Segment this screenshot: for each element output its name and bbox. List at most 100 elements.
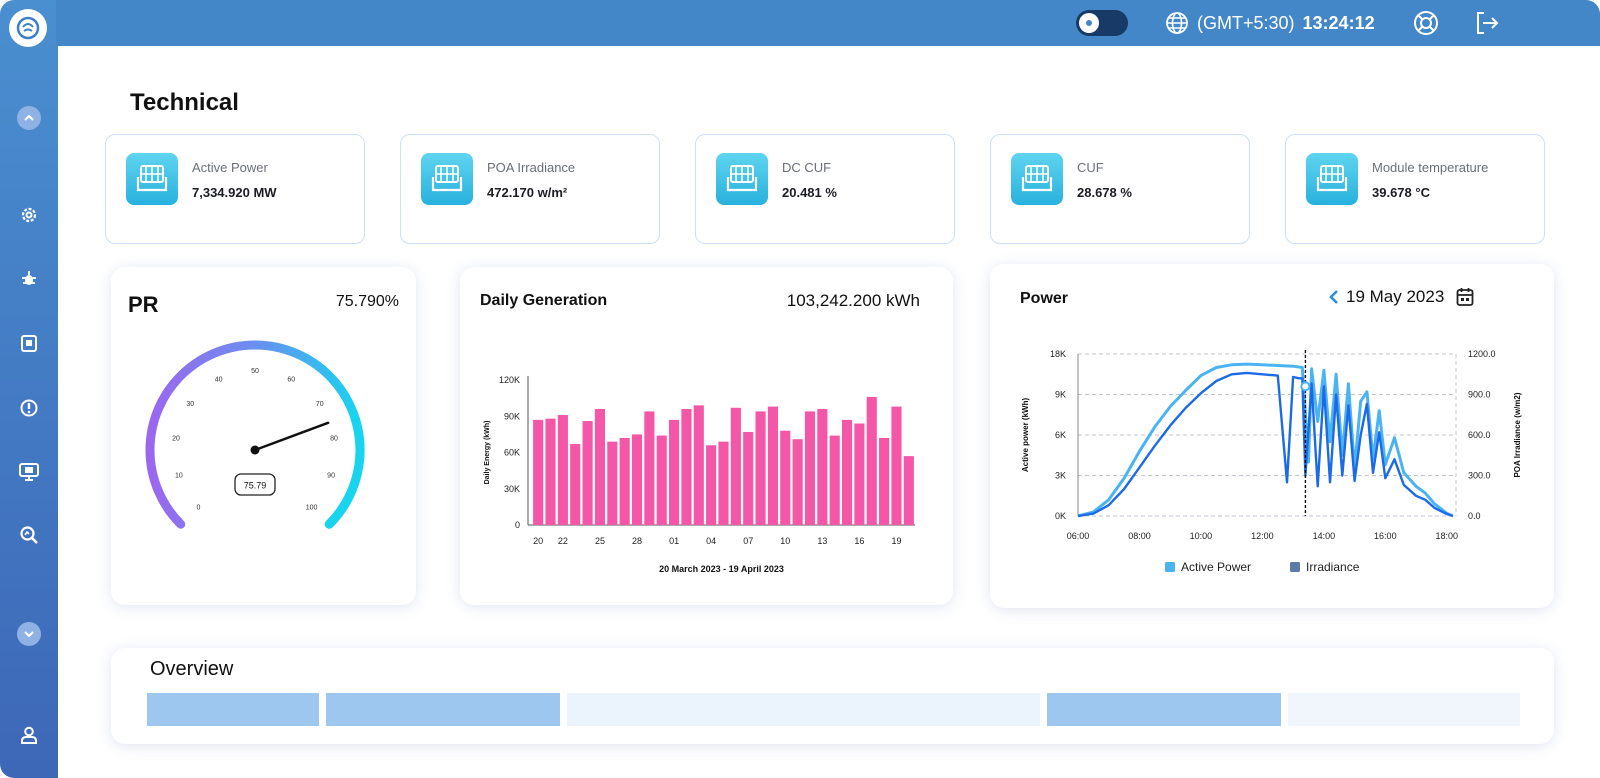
bar-17 [879,438,890,525]
x-tick-label: 22 [558,536,568,546]
y-tick-label: 0K [1055,511,1066,521]
y2-tick-label: 900.0 [1468,390,1491,400]
gauge-hub [250,445,260,455]
clipboard-icon[interactable] [16,330,42,356]
gauge-tick-label: 60 [287,377,295,384]
gauge-tick-label: 100 [306,505,318,512]
clock-time: 13:24:12 [1302,12,1375,33]
power-title: Power [1020,290,1069,307]
kpi-card-poa-irradiance[interactable]: POA Irradiance 472.170 w/m² [400,134,660,244]
legend-label: Active Power [1181,560,1251,574]
bar-12 [817,409,828,525]
chevron-down-icon[interactable] [17,622,41,646]
globe-icon[interactable] [1165,11,1189,35]
chevron-left-icon[interactable] [1328,289,1340,305]
overview-segment[interactable] [1047,693,1281,726]
x-tick-label: 08:00 [1128,531,1151,541]
gauge-tick-label: 10 [175,473,183,480]
pr-value: 75.790% [335,293,399,310]
gauge-tick-label: 30 [186,401,194,408]
legend-label: Irradiance [1306,560,1360,574]
gauge-tick-label: 40 [215,377,223,384]
bar-10 [792,439,803,525]
x-axis-title: 20 March 2023 - 19 April 2023 [659,564,784,574]
series-line-active-power [1077,362,1454,518]
gauge-readout-box [234,473,276,496]
kpi-value: 7,334.920 MW [192,185,277,200]
x-tick-label: 13 [817,536,827,546]
theme-toggle[interactable] [1076,10,1128,36]
bar-04 [718,441,729,525]
bar-23 [570,444,581,525]
logout-icon[interactable] [1474,10,1500,36]
power-card: Power 19 May 2023 0K 0.0 3K 300.0 6K 600.0 9K 9… [990,264,1554,608]
solar-panel-icon [716,153,768,205]
kpi-label: POA Irradiance [487,160,576,175]
lifebuoy-icon[interactable] [1413,10,1439,36]
overview-title: Overview [150,658,234,680]
monitor-icon[interactable] [16,459,42,485]
overview-segment[interactable] [1288,693,1520,726]
chevron-up-icon[interactable] [17,106,41,130]
search-analytics-icon[interactable] [16,522,42,548]
gear-icon[interactable] [16,202,42,228]
bar-08 [767,406,778,525]
overview-segment[interactable] [567,693,1040,726]
y-tick-label: 6K [1055,430,1066,440]
calendar-icon[interactable] [1456,287,1474,307]
kpi-card-dc-cuf[interactable]: DC CUF 20.481 % [695,134,955,244]
bar-11 [804,411,816,525]
daily-generation-card: Daily Generation 103,242.200 kWh 0 30K 60K… [460,267,953,605]
kpi-label: CUF [1077,160,1104,175]
kpi-card-module-temperature[interactable]: Module temperature 39.678 °C [1285,134,1545,244]
legend-swatch [1290,562,1300,572]
y-axis-title: Active power (kWh) [1021,398,1030,473]
bar-03 [706,445,717,525]
bug-icon[interactable] [16,266,42,292]
date-picker[interactable]: 19 May 2023 [1328,287,1474,307]
bar-02 [693,405,704,525]
user-icon[interactable] [16,722,42,748]
bar-21 [545,418,556,525]
y-tick-label: 30K [504,484,520,494]
bar-29 [644,411,655,525]
page-title: Technical [130,89,239,116]
x-tick-label: 28 [632,536,642,546]
series-line-irradiance [1077,371,1454,518]
kpi-card-cuf[interactable]: CUF 28.678 % [990,134,1250,244]
solar-panel-icon [421,153,473,205]
y2-tick-label: 300.0 [1468,471,1491,481]
bar-07 [755,411,766,525]
kpi-value: 28.678 % [1077,185,1132,200]
kpi-value: 472.170 w/m² [487,185,568,200]
y-tick-label: 90K [504,411,520,421]
sun-icon [1079,13,1099,33]
overview-segment[interactable] [147,693,319,726]
daily-generation-chart: 0 30K 60K 90K 120K 20 22 25 28 01 04 07 10 13 16 19 20 M… [484,375,915,574]
bar-13 [829,435,840,525]
bar-09 [780,430,791,525]
pr-card: PR 75.790% 0 10 20 30 40 50 60 70 80 90 100 75.79 [111,267,416,605]
x-tick-label: 10 [780,536,790,546]
x-tick-label: 12:00 [1251,531,1274,541]
pr-title: PR [128,292,159,317]
kpi-label: Module temperature [1372,160,1489,175]
gauge-readout: 75.79 [244,481,267,491]
kpi-card-active-power[interactable]: Active Power 7,334.920 MW [105,134,365,244]
x-tick-label: 16 [854,536,864,546]
brain-logo-icon[interactable] [9,9,47,47]
gauge-tick-label: 80 [330,435,338,442]
overview-segment[interactable] [326,693,560,726]
pr-gauge: 0 10 20 30 40 50 60 70 80 90 100 75.79 [145,340,365,529]
bar-16 [866,396,877,525]
x-tick-label: 16:00 [1374,531,1397,541]
bar-01 [681,409,692,525]
bar-24 [582,421,593,525]
kpi-value: 39.678 °C [1372,185,1430,200]
x-tick-label: 10:00 [1190,531,1213,541]
bar-06 [743,431,754,525]
solar-panel-icon [1011,153,1063,205]
x-tick-label: 18:00 [1436,531,1459,541]
bar-30 [656,435,667,525]
alert-icon[interactable] [16,395,42,421]
